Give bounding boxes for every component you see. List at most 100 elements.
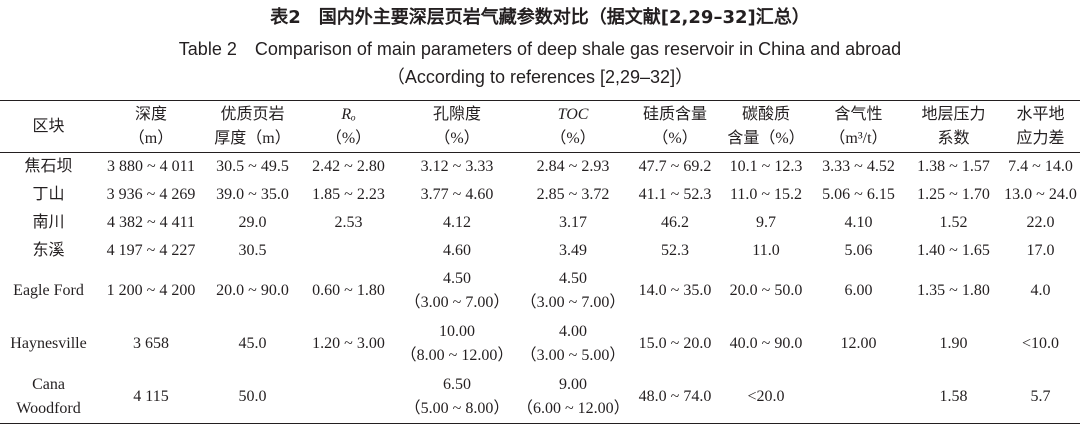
cell-line: 11.0 ~ 15.2 (729, 185, 803, 203)
table-cell: 3 936 ~ 4 269 (97, 181, 205, 209)
table-cell: 4.60 (397, 237, 517, 265)
cell-line: 含量（%） (727, 129, 805, 147)
cell-line: 29.0 (238, 213, 267, 231)
table-cell (300, 237, 397, 265)
cell-line: 30.5 ~ 49.5 (216, 157, 289, 175)
cell-line: 1.90 (939, 335, 968, 352)
cell-line: 41.1 ~ 52.3 (638, 185, 712, 203)
table-cell: 4.12 (397, 209, 517, 237)
table-cell (300, 371, 397, 424)
cell-line: 3.33 ~ 4.52 (822, 157, 895, 175)
cell-line: 11.0 (752, 241, 780, 259)
header-cell: 优质页岩 厚度（m） (205, 101, 300, 153)
table-cell: 40.0 ~ 90.0 (721, 318, 811, 371)
table-cell: 17.0 (1001, 237, 1080, 265)
cell-line: （%） (325, 129, 372, 147)
table-cell: 7.4 ~ 14.0 (1001, 153, 1080, 181)
cell-line: 13.0 ~ 24.0 (1004, 185, 1077, 203)
header-cell: 碳酸质 含量（%） (721, 101, 811, 153)
cell-line: 3 880 ~ 4 011 (106, 157, 196, 175)
cell-line: 20.0 ~ 50.0 (729, 282, 803, 299)
table-cell: 1.25 ~ 1.70 (906, 181, 1001, 209)
cell-line: <10.0 (1021, 335, 1060, 352)
table-cell: 12.00 (811, 318, 906, 371)
cell-line: 48.0 ~ 74.0 (638, 387, 712, 405)
title-cn: 表2 国内外主要深层页岩气藏参数对比（据文献[2,29–32]汇总） (270, 7, 810, 28)
table-cell: 3 658 (97, 318, 205, 371)
table: 区块 深度 （m） 优质页岩 厚度（m） Rₒ （%） 孔隙度 （%） TOC （%） 硅质含量 （%）… (0, 100, 1080, 424)
table-cell: 3.33 ~ 4.52 (811, 153, 906, 181)
header-cell: 硅质含量 （%） (629, 101, 721, 153)
cell-line: 1.20 ~ 3.00 (312, 335, 385, 352)
cell-line: TOC (557, 105, 589, 123)
table-cell: 1.85 ~ 2.23 (300, 181, 397, 209)
cell-line: Cana (32, 375, 65, 393)
cell-line: Eagle Ford (13, 282, 84, 299)
cell-line: （%） (550, 129, 596, 147)
table-header: 区块 深度 （m） 优质页岩 厚度（m） Rₒ （%） 孔隙度 （%） TOC （%） 硅质含量 （%）… (0, 101, 1080, 153)
table-body: 焦石坝 3 880 ~ 4 011 30.5 ~ 49.5 2.42 ~ 2.80 3.… (0, 153, 1080, 424)
cell-line: 7.4 ~ 14.0 (1008, 157, 1073, 175)
table-cell: 48.0 ~ 74.0 (629, 371, 721, 424)
cell-line: 10.00 (439, 323, 475, 340)
table-cell: 10.1 ~ 12.3 (721, 153, 811, 181)
table-cell: 39.0 ~ 35.0 (205, 181, 300, 209)
cell-line: 2.84 ~ 2.93 (536, 157, 610, 175)
cell-line: 东溪 (32, 241, 65, 259)
cell-line: 水平地 (1016, 105, 1065, 123)
table-cell: 6.00 (811, 265, 906, 318)
header-cell: 深度 （m） (97, 101, 205, 153)
table-cell: 2.85 ~ 3.72 (517, 181, 629, 209)
cell-line: 9.00 (559, 375, 587, 393)
table-cell: Haynesville (0, 318, 97, 371)
table-cell: 2.53 (300, 209, 397, 237)
header-cell: 含气性 （m³/t） (811, 101, 906, 153)
cell-line: 22.0 (1026, 213, 1055, 231)
cell-line: 1.52 (939, 213, 968, 231)
header-cell: 地层压力 系数 (906, 101, 1001, 153)
cell-line: 1.35 ~ 1.80 (917, 282, 990, 299)
table-cell: 5.7 (1001, 371, 1080, 424)
table-cell (811, 371, 906, 424)
table-cell: 2.84 ~ 2.93 (517, 153, 629, 181)
cell-line: 45.0 (238, 335, 267, 352)
cell-line: 4.50 (443, 270, 471, 287)
cell-line: 3.77 ~ 4.60 (420, 185, 494, 203)
cell-line: 含气性 (834, 105, 883, 123)
cell-line: 6.00 (844, 282, 873, 299)
cell-line: 2.85 ~ 3.72 (536, 185, 610, 203)
cell-line: 20.0 ~ 90.0 (216, 282, 289, 299)
cell-line: 4.50 (559, 270, 587, 287)
cell-line: 3 658 (133, 335, 169, 352)
table-row: 南川 4 382 ~ 4 411 29.0 2.53 4.12 3.17 46.2 9.7 4.… (0, 209, 1080, 237)
cell-line: 焦石坝 (24, 157, 73, 175)
cell-line: Haynesville (10, 335, 87, 352)
cell-line: 区块 (32, 117, 65, 135)
table-cell: 5.06 ~ 6.15 (811, 181, 906, 209)
cell-line: （3.00 ~ 7.00） (404, 294, 510, 311)
cell-line: 丁山 (32, 185, 65, 203)
cell-line: 4 115 (133, 387, 169, 405)
table-row: 焦石坝 3 880 ~ 4 011 30.5 ~ 49.5 2.42 ~ 2.80 3.… (0, 153, 1080, 181)
header-cell: 区块 (0, 101, 97, 153)
cell-line: 4.60 (443, 241, 471, 259)
cell-line: 1.58 (939, 387, 968, 405)
table-cell: 13.0 ~ 24.0 (1001, 181, 1080, 209)
table-cell: 9.7 (721, 209, 811, 237)
cell-line: 50.0 (238, 387, 267, 405)
table-cell: 15.0 ~ 20.0 (629, 318, 721, 371)
cell-line: 优质页岩 (220, 105, 285, 123)
table-cell: 3.49 (517, 237, 629, 265)
header-cell: 孔隙度 （%） (397, 101, 517, 153)
cell-line: 4.10 (844, 213, 873, 231)
cell-line: 6.50 (443, 375, 471, 393)
table-cell: 4.50 （3.00 ~ 7.00） (517, 265, 629, 318)
cell-line: 15.0 ~ 20.0 (638, 335, 712, 352)
cell-line: 系数 (937, 129, 970, 147)
table-cell: 5.06 (811, 237, 906, 265)
cell-line: Rₒ (341, 105, 356, 123)
table-cell: 3.17 (517, 209, 629, 237)
table-cell: 10.00 （8.00 ~ 12.00） (397, 318, 517, 371)
table-cell: 南川 (0, 209, 97, 237)
table-cell: 东溪 (0, 237, 97, 265)
